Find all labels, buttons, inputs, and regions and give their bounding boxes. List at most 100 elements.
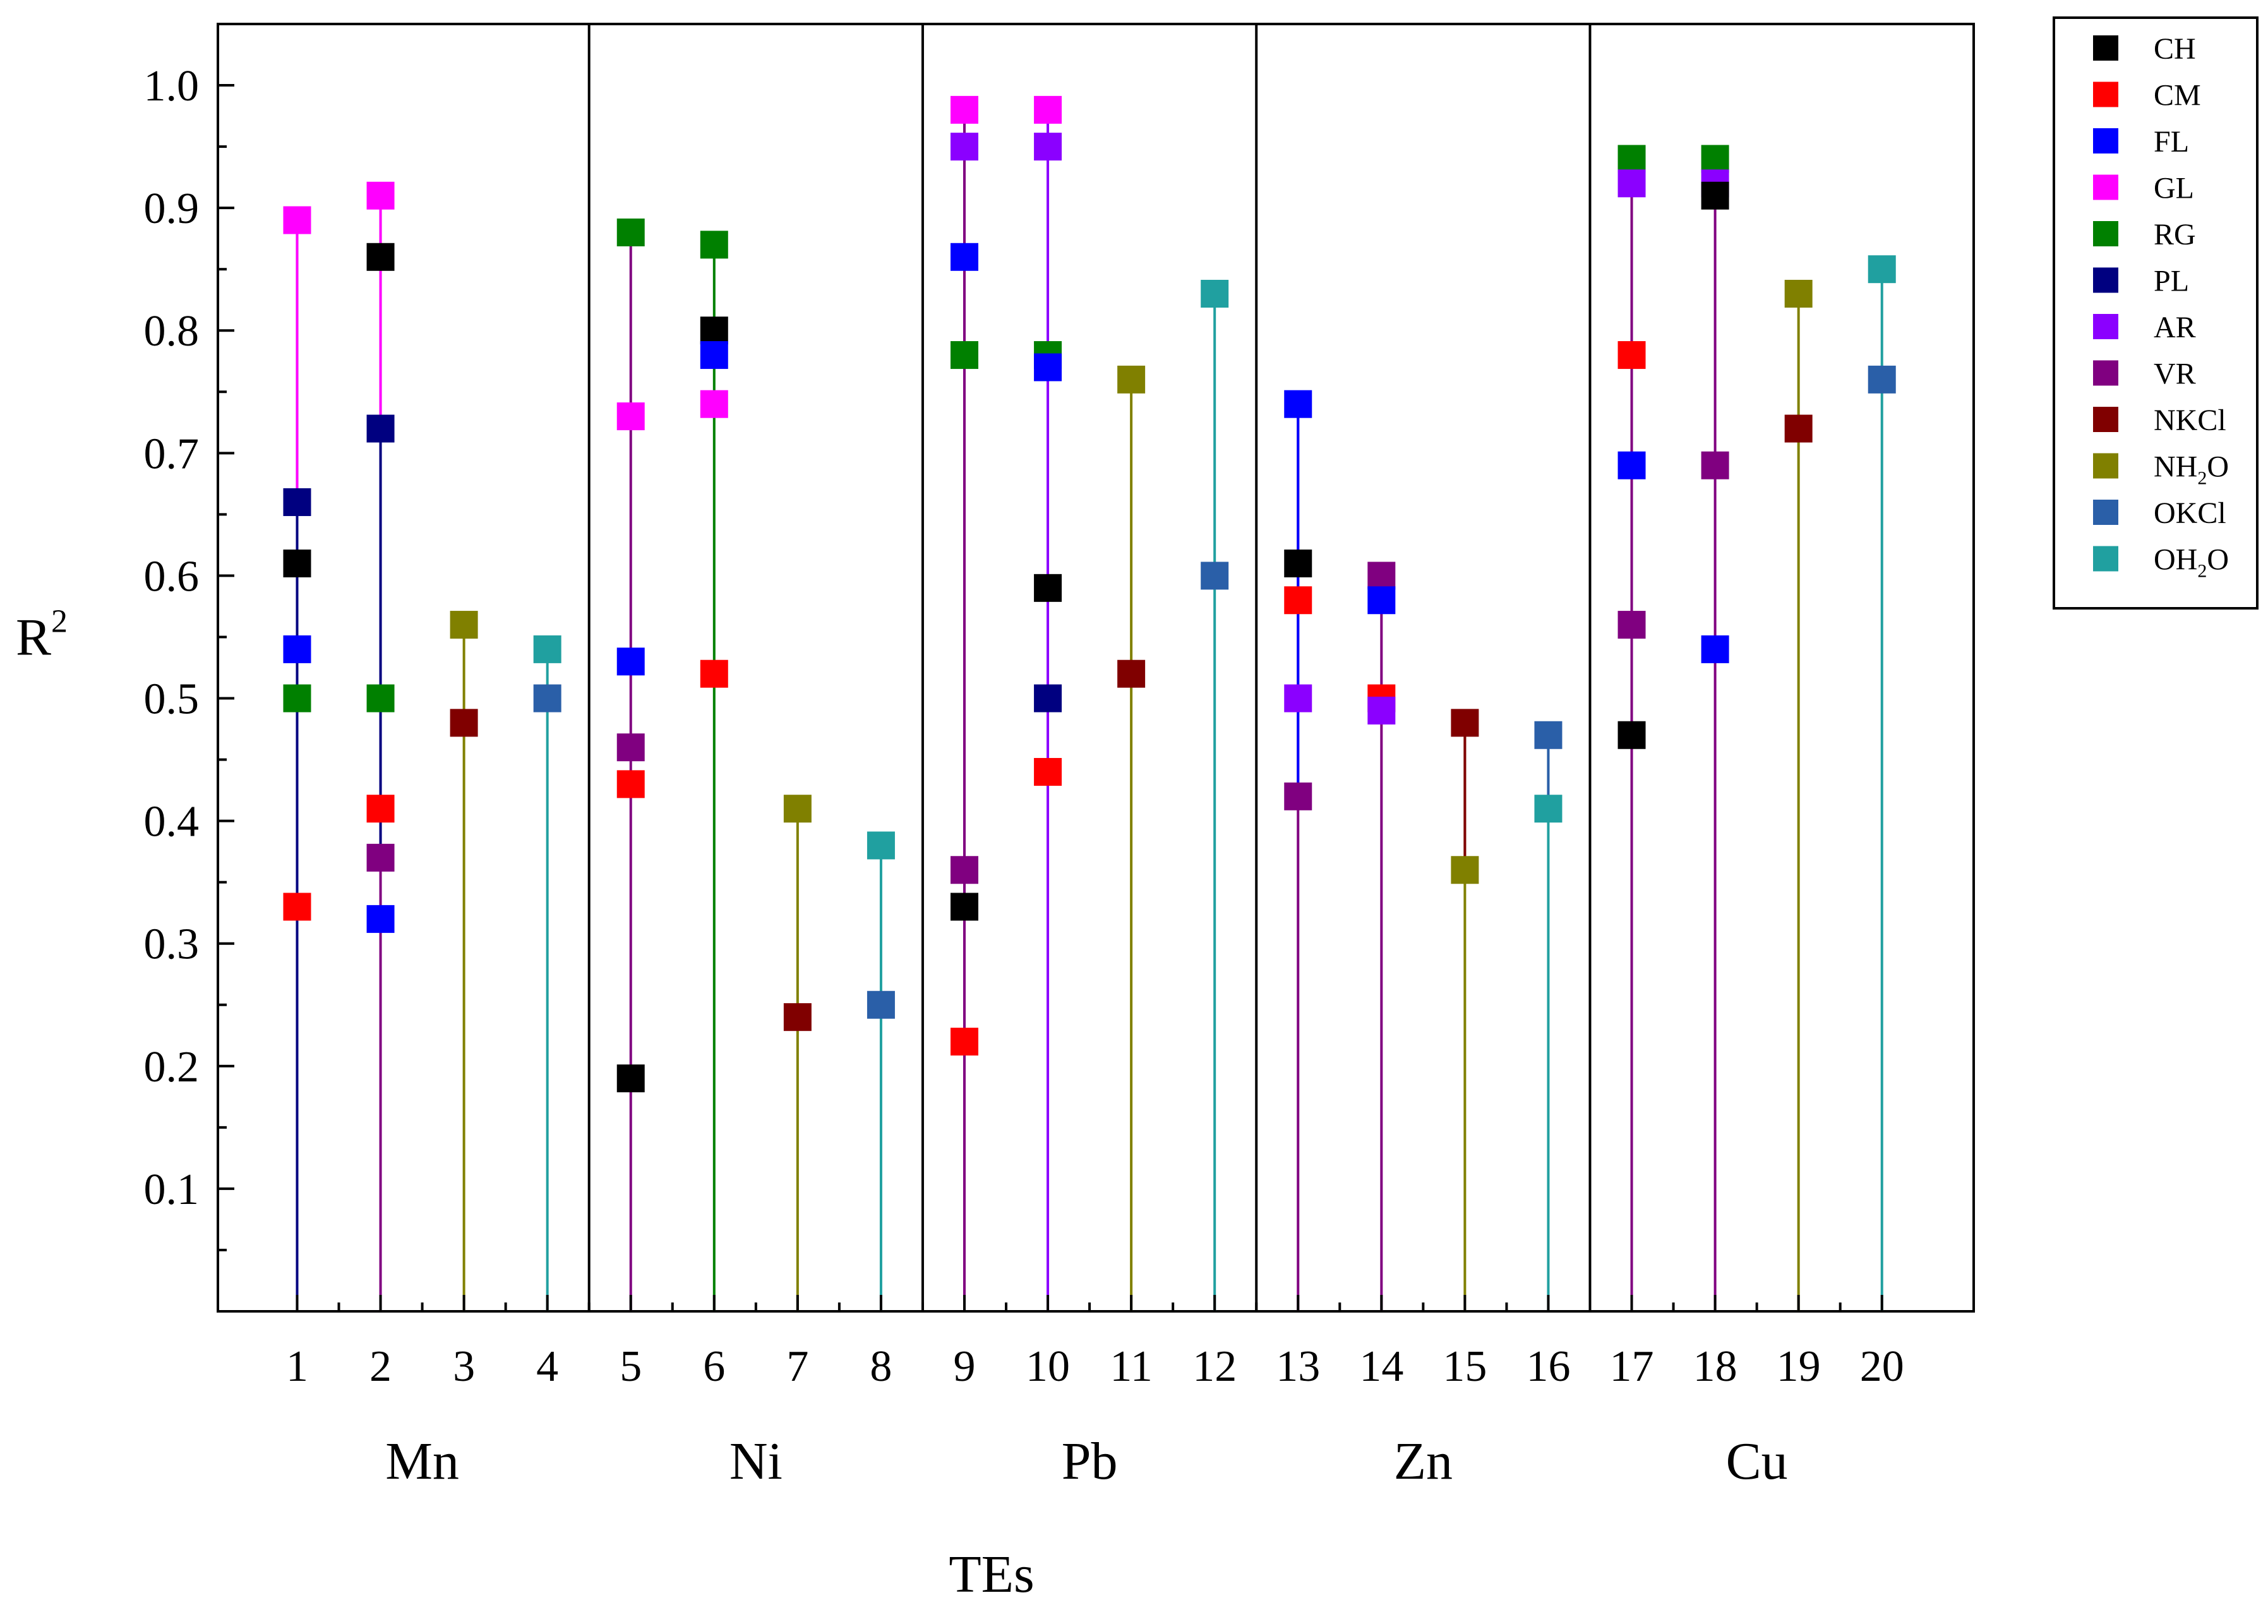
data-point-ar (1617, 169, 1646, 198)
x-tick-label: 2 (369, 1342, 392, 1391)
data-point-rg (283, 684, 311, 713)
y-tick-label: 0.7 (144, 430, 200, 478)
data-point-nkcl (1451, 709, 1479, 737)
x-tick-label: 20 (1860, 1342, 1904, 1391)
data-point-ch (366, 243, 395, 271)
data-point-okcl (1868, 365, 1896, 394)
y-tick-label: 0.3 (144, 920, 200, 969)
legend-swatch-vr (2093, 360, 2118, 386)
legend-label-ch: CH (2154, 32, 2196, 66)
legend-label-text: NKCl (2154, 404, 2226, 437)
data-point-ar (1034, 133, 1062, 161)
legend-swatch-rg (2093, 221, 2118, 246)
data-point-ch (1701, 181, 1729, 210)
y-tick-label: 0.1 (144, 1165, 200, 1214)
data-point-vr (1367, 562, 1396, 590)
legend-label-cm: CM (2154, 79, 2201, 112)
group-label-pb: Pb (1062, 1432, 1118, 1491)
data-point-oh2o (1534, 795, 1563, 823)
legend-box (2053, 16, 2259, 610)
data-point-nh2o (1784, 280, 1813, 308)
legend-label-text: OH (2154, 543, 2197, 577)
data-point-cm (366, 795, 395, 823)
data-point-cm (1617, 341, 1646, 370)
group-label-mn: Mn (385, 1432, 459, 1491)
data-point-nh2o (1451, 856, 1479, 884)
plot-frame-layer (217, 23, 1975, 1313)
legend-label-okcl: OKCl (2154, 496, 2226, 530)
data-point-gl (616, 402, 645, 431)
x-tick-label: 8 (870, 1342, 892, 1391)
data-point-okcl (1201, 562, 1229, 590)
legend-label-suffix: O (2207, 543, 2229, 577)
data-point-nkcl (783, 1003, 812, 1032)
legend-swatch-oh2o (2093, 546, 2118, 572)
data-point-ch (700, 316, 728, 345)
data-point-fl (1617, 451, 1646, 479)
legend-label-text: RG (2154, 218, 2196, 251)
x-tick-label: 16 (1526, 1342, 1570, 1391)
y-tick-label: 0.6 (144, 552, 200, 601)
x-tick-label: 14 (1359, 1342, 1403, 1391)
data-point-fl (366, 905, 395, 933)
data-point-vr (1284, 782, 1312, 810)
data-point-vr (366, 843, 395, 872)
x-tick-label: 5 (620, 1342, 642, 1391)
y-tick-label: 0.2 (144, 1043, 200, 1092)
legend-label-text: OKCl (2154, 496, 2226, 530)
data-point-fl (616, 647, 645, 676)
data-point-gl (700, 390, 728, 418)
legend-label-subscript: 2 (2197, 468, 2207, 489)
legend-swatch-okcl (2093, 500, 2118, 525)
data-point-fl (1701, 635, 1729, 663)
legend-label-nh2o: NH2O (2154, 450, 2229, 489)
legend-label-text: AR (2154, 311, 2196, 344)
x-tick-label: 12 (1192, 1342, 1237, 1391)
data-point-pl (283, 488, 311, 516)
x-tick-label: 7 (786, 1342, 808, 1391)
x-tick-label: 15 (1443, 1342, 1487, 1391)
data-point-rg (950, 341, 978, 370)
data-point-fl (283, 635, 311, 663)
group-label-zn: Zn (1394, 1432, 1453, 1491)
data-point-nkcl (1117, 659, 1146, 688)
y-tick-label: 0.9 (144, 184, 200, 233)
data-point-ch (616, 1064, 645, 1093)
legend-swatch-ar (2093, 314, 2118, 339)
group-label-cu: Cu (1726, 1432, 1788, 1491)
legend-label-text: PL (2154, 265, 2189, 298)
legend-swatch-pl (2093, 267, 2118, 293)
y-axis-title-base: R (16, 608, 51, 666)
data-point-ar (1367, 696, 1396, 725)
data-point-okcl (533, 684, 561, 713)
data-point-gl (950, 95, 978, 124)
data-point-cm (616, 770, 645, 798)
data-point-vr (1701, 451, 1729, 479)
data-point-rg (1701, 145, 1729, 173)
x-tick-label: 9 (953, 1342, 975, 1391)
legend-swatch-ch (2093, 35, 2118, 61)
x-tick-label: 3 (453, 1342, 475, 1391)
data-point-okcl (1534, 721, 1563, 749)
data-point-nh2o (450, 611, 478, 639)
legend-label-oh2o: OH2O (2154, 543, 2229, 582)
group-label-ni: Ni (729, 1432, 783, 1491)
y-axis-title: R2 (16, 603, 68, 666)
data-point-okcl (867, 990, 895, 1019)
data-point-fl (950, 243, 978, 271)
data-point-gl (283, 206, 311, 234)
data-point-gl (366, 181, 395, 210)
legend-label-rg: RG (2154, 218, 2196, 251)
data-point-fl (1034, 353, 1062, 382)
data-point-cm (700, 659, 728, 688)
legend-label-text: CH (2154, 32, 2196, 66)
legend-label-text: GL (2154, 172, 2194, 205)
data-point-oh2o (867, 831, 895, 860)
data-point-pl (366, 414, 395, 443)
data-point-cm (950, 1027, 978, 1056)
data-point-rg (700, 231, 728, 259)
legend-label-vr: VR (2154, 358, 2196, 391)
